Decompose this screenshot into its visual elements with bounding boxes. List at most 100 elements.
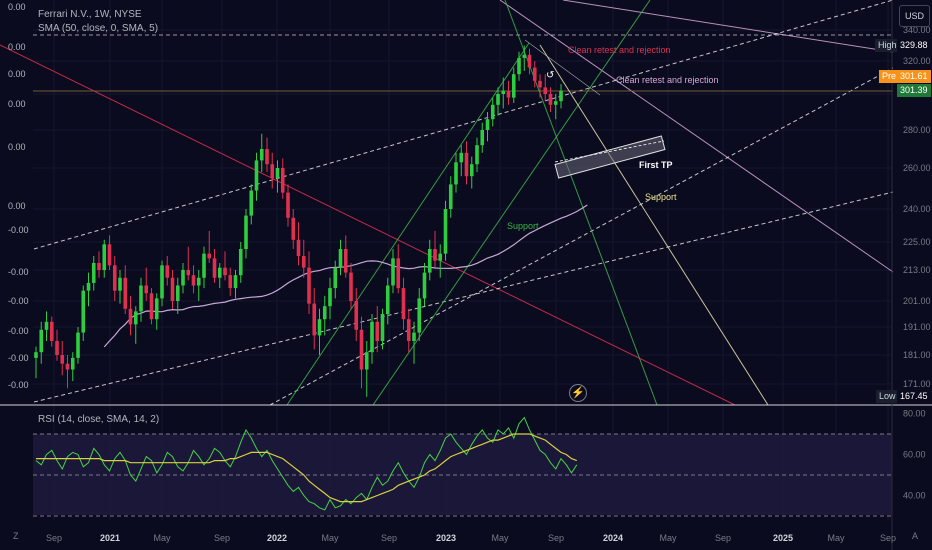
candle-body bbox=[259, 149, 264, 161]
candle bbox=[233, 270, 238, 299]
time-tick-label: 2025 bbox=[773, 533, 793, 543]
candle bbox=[154, 293, 159, 330]
candle bbox=[364, 341, 369, 397]
candle-body bbox=[391, 258, 395, 286]
price-axis-ticks: 171.00 181.00 191.00 201.00 213.00 225.00 240.… bbox=[903, 25, 931, 389]
trend-line bbox=[33, 191, 894, 403]
candle bbox=[517, 51, 521, 81]
left-value: -0.00 bbox=[8, 326, 29, 336]
support-note-1: Support bbox=[645, 192, 677, 202]
candle-body bbox=[81, 290, 86, 333]
candle-body bbox=[186, 270, 191, 276]
candle bbox=[44, 311, 49, 341]
time-tick-label: 2024 bbox=[603, 533, 623, 543]
candle bbox=[202, 246, 206, 289]
candle bbox=[343, 235, 348, 278]
candle-body bbox=[501, 90, 506, 94]
candle-body bbox=[343, 249, 348, 273]
candle-body bbox=[128, 308, 133, 325]
candle bbox=[412, 321, 416, 364]
candle-body bbox=[254, 160, 259, 191]
candle bbox=[181, 263, 185, 294]
candle bbox=[559, 84, 563, 109]
candle-body bbox=[485, 119, 490, 130]
candle bbox=[553, 94, 558, 120]
candle bbox=[186, 246, 191, 281]
candle-body bbox=[312, 303, 317, 336]
candle bbox=[223, 251, 227, 281]
time-tick-label: Sep bbox=[715, 533, 731, 543]
candle-body bbox=[39, 329, 44, 353]
left-value: 0.00 bbox=[8, 42, 26, 52]
candle bbox=[81, 285, 86, 341]
flash-icon[interactable]: ⚡ bbox=[569, 384, 587, 402]
candle-body bbox=[207, 253, 212, 259]
candle-body bbox=[291, 217, 296, 240]
candle-body bbox=[511, 74, 516, 98]
candle bbox=[70, 352, 75, 382]
high-label-tag: High bbox=[875, 39, 900, 52]
candle-body bbox=[380, 314, 385, 341]
candle-body bbox=[480, 130, 485, 146]
candle-body bbox=[202, 253, 206, 278]
candle-body bbox=[406, 319, 411, 341]
candle bbox=[359, 316, 364, 389]
candle-body bbox=[144, 285, 149, 294]
candle-body bbox=[196, 277, 201, 286]
candle-body bbox=[223, 267, 227, 276]
candle bbox=[49, 316, 54, 347]
time-tick-label: May bbox=[153, 533, 171, 543]
sma-legend[interactable]: SMA (50, close, 0, SMA, 5) bbox=[38, 23, 159, 34]
candle bbox=[133, 306, 138, 344]
candle bbox=[307, 251, 311, 314]
candle bbox=[496, 87, 500, 116]
candle-body bbox=[375, 321, 380, 341]
candle-body bbox=[44, 321, 49, 330]
candle-body bbox=[338, 249, 343, 268]
candle bbox=[217, 263, 222, 289]
currency-button[interactable]: USD bbox=[899, 5, 930, 27]
candle-body bbox=[548, 94, 553, 105]
retest-note-1: Clean retest and rejection bbox=[568, 45, 671, 55]
rsi-layer bbox=[35, 416, 578, 511]
candle-body bbox=[422, 272, 427, 299]
candle bbox=[207, 231, 212, 263]
time-tick-label: May bbox=[321, 533, 339, 543]
candle bbox=[417, 288, 422, 341]
candle bbox=[165, 256, 170, 286]
candle-body bbox=[370, 321, 374, 353]
candle bbox=[312, 288, 317, 350]
candle-body bbox=[49, 321, 54, 341]
rsi-band-lines bbox=[33, 433, 892, 517]
candle-body bbox=[301, 256, 306, 268]
candle-body bbox=[496, 94, 500, 105]
candle-body bbox=[538, 80, 542, 88]
price-tick-label: 171.00 bbox=[903, 379, 931, 389]
candle bbox=[459, 145, 464, 177]
candle bbox=[511, 67, 516, 103]
candle bbox=[149, 288, 154, 325]
candle-body bbox=[76, 332, 80, 358]
candle bbox=[548, 87, 553, 112]
candle bbox=[532, 61, 537, 88]
candle-body bbox=[385, 285, 390, 314]
candle bbox=[238, 242, 243, 283]
candle bbox=[112, 256, 117, 301]
candle-body bbox=[154, 298, 159, 320]
candle bbox=[123, 265, 128, 314]
symbol-legend[interactable]: Ferrari N.V., 1W, NYSE bbox=[38, 9, 142, 20]
candle bbox=[55, 329, 59, 361]
candle-body bbox=[212, 258, 217, 278]
rsi-legend[interactable]: RSI (14, close, SMA, 14, 2) bbox=[38, 414, 160, 425]
first-tp-box bbox=[554, 135, 666, 179]
rsi-axis-ticks: 40.00 60.00 80.00 bbox=[903, 409, 926, 501]
candle bbox=[380, 308, 385, 350]
candle-body bbox=[307, 267, 311, 304]
candle-body bbox=[412, 332, 416, 341]
candle bbox=[527, 48, 532, 75]
candle bbox=[275, 160, 280, 193]
candle-body bbox=[448, 184, 453, 209]
bottom-left-label[interactable]: Z bbox=[13, 531, 19, 541]
bottom-right-label[interactable]: A bbox=[912, 531, 919, 541]
